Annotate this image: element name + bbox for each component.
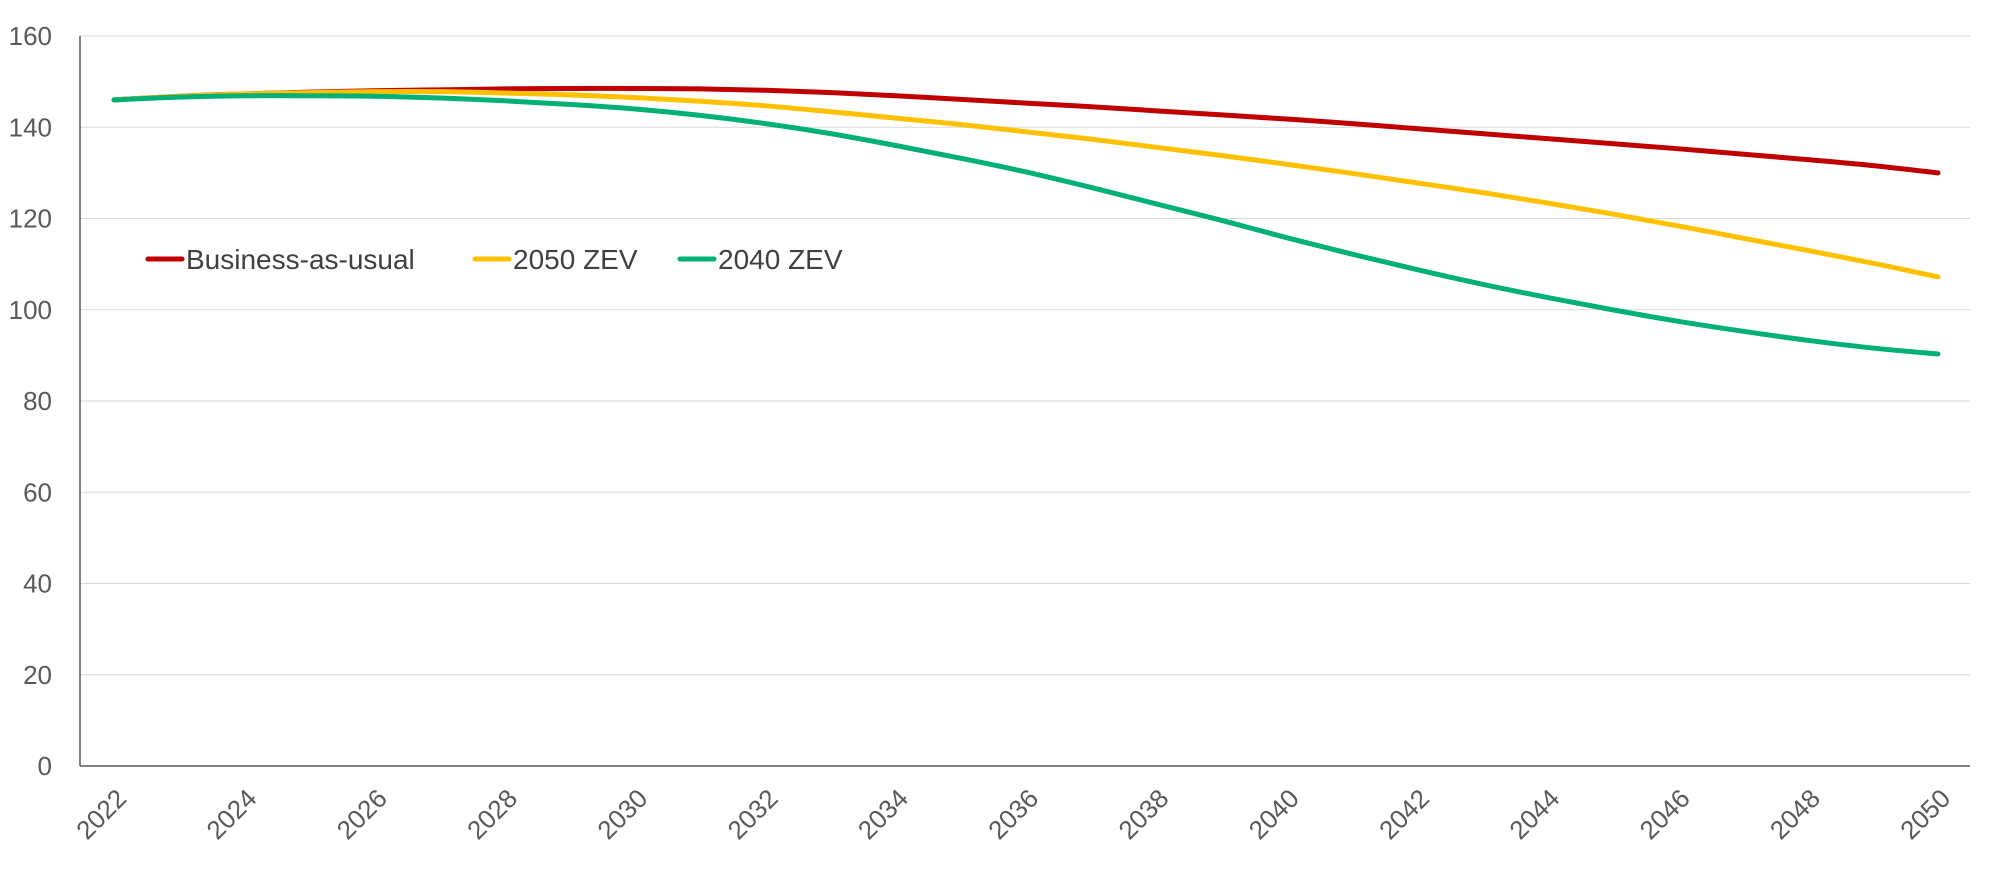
y-tick-label: 160 [9, 21, 52, 51]
x-tick-label: 2042 [1373, 783, 1435, 845]
x-tick-label: 2024 [200, 783, 262, 845]
gridlines [80, 35, 1970, 676]
x-tick-label: 2040 [1243, 783, 1305, 845]
series-lines [111, 85, 1941, 357]
legend-item[interactable]: 2040 ZEV [677, 244, 843, 275]
y-tick-label: 0 [38, 751, 52, 781]
x-tick-label: 2034 [852, 783, 914, 845]
legend-item[interactable]: 2050 ZEV [472, 244, 638, 275]
x-tick-label: 2030 [591, 783, 653, 845]
x-tick-label: 2022 [70, 783, 132, 845]
legend-item[interactable]: Business-as-usual [145, 244, 415, 275]
y-tick-label: 120 [9, 204, 52, 234]
legend-label: 2040 ZEV [718, 244, 843, 275]
y-tick-label: 60 [23, 477, 52, 507]
series-line-2040-zev [111, 93, 1941, 357]
legend[interactable]: Business-as-usual 2050 ZEV 2040 ZEV [145, 244, 843, 275]
y-tick-label: 80 [23, 386, 52, 416]
legend-label: 2050 ZEV [513, 244, 638, 275]
x-tick-label: 2026 [331, 783, 393, 845]
x-tick-label: 2038 [1112, 783, 1174, 845]
x-tick-label: 2036 [982, 783, 1044, 845]
x-tick-label: 2050 [1894, 783, 1956, 845]
x-tick-label: 2032 [722, 783, 784, 845]
y-tick-label: 20 [23, 660, 52, 690]
series-line-2050-zev [111, 89, 1941, 280]
y-tick-label: 40 [23, 569, 52, 599]
x-tick-label: 2048 [1764, 783, 1826, 845]
y-tick-label: 100 [9, 295, 52, 325]
x-tick-label: 2046 [1634, 783, 1696, 845]
y-tick-label: 140 [9, 112, 52, 142]
x-tick-label: 2044 [1503, 783, 1565, 845]
x-tick-label: 2028 [461, 783, 523, 845]
legend-label: Business-as-usual [186, 244, 415, 275]
